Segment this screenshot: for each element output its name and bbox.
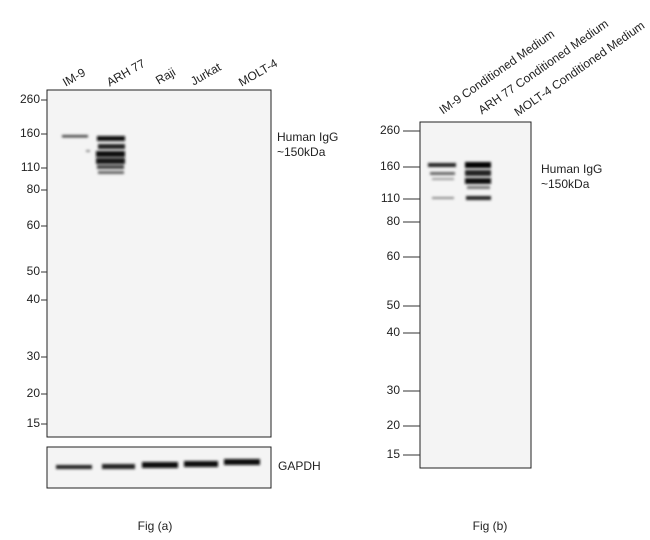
marker-label: 30 [27, 349, 41, 363]
marker-label: 110 [21, 160, 40, 174]
marker-label: 50 [387, 298, 401, 312]
lane-label: Jurkat [188, 60, 224, 89]
bands [62, 135, 125, 174]
marker-label: 160 [380, 159, 400, 173]
loading-control-label: GAPDH [278, 459, 321, 473]
lane-label: MOLT-4 [236, 56, 280, 90]
marker-label: 260 [380, 123, 400, 137]
marker-label: 40 [27, 292, 41, 306]
blot-membrane [46, 89, 272, 438]
marker-label: 160 [20, 126, 40, 140]
marker-label: 20 [27, 386, 41, 400]
marker-label: 40 [387, 325, 401, 339]
marker-label: 30 [387, 383, 401, 397]
marker-label: 15 [387, 447, 401, 461]
marker-label: 20 [387, 418, 401, 432]
marker-label: 50 [27, 264, 41, 278]
marker-label: 260 [20, 92, 40, 106]
band-label: ~150kDa [541, 177, 590, 191]
marker-label: 60 [27, 218, 41, 232]
marker-label: 80 [387, 214, 401, 228]
band-label: Human IgG [541, 162, 602, 176]
band-label: Human IgG [277, 130, 338, 144]
gapdh-bands [56, 459, 260, 469]
lane-label: Raji [153, 65, 178, 87]
caption: Fig (b) [473, 519, 508, 533]
marker-label: 60 [387, 249, 401, 263]
marker-label: 80 [27, 182, 41, 196]
bands [428, 162, 491, 200]
lane-label: ARH 77 [104, 56, 148, 89]
marker-label: 15 [27, 416, 41, 430]
band-label: ~150kDa [277, 145, 326, 159]
caption: Fig (a) [138, 519, 173, 533]
marker-label: 110 [381, 191, 400, 205]
lane-label: IM-9 [60, 65, 88, 89]
